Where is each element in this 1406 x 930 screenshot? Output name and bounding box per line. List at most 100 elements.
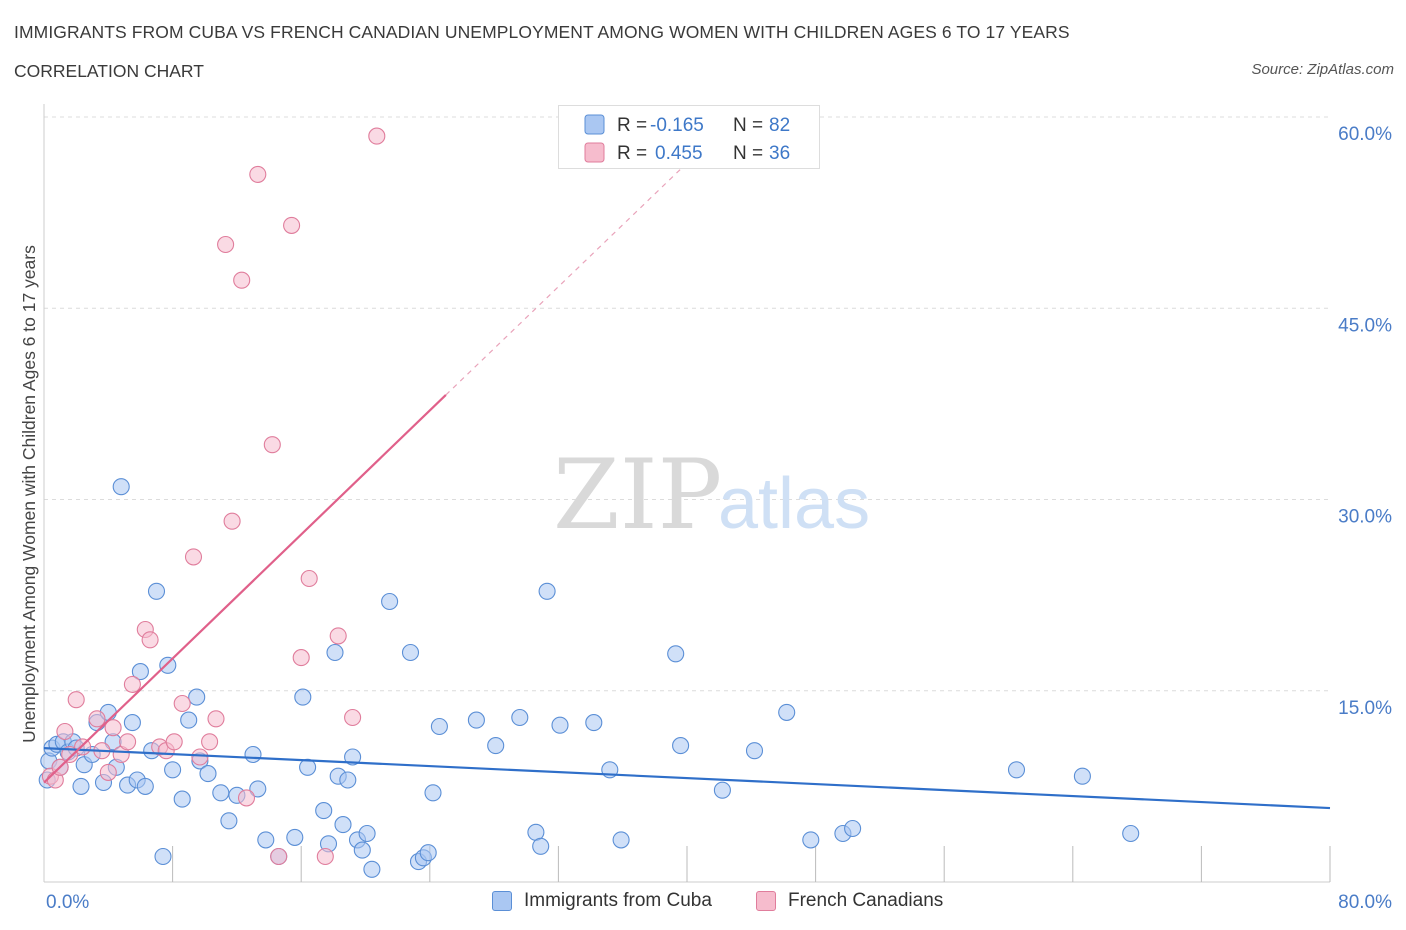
data-point-french-canadians <box>368 127 386 145</box>
data-point-cuba <box>538 582 556 600</box>
data-point-cuba <box>401 643 420 662</box>
legend-n-value-pink: 36 <box>769 143 790 164</box>
watermark-atlas: atlas <box>718 464 870 544</box>
data-point-cuba <box>363 860 381 878</box>
data-point-french-canadians <box>223 512 241 530</box>
data-point-cuba <box>334 816 352 834</box>
x-tick-label-min: 0.0% <box>46 892 89 913</box>
data-point-cuba <box>667 645 685 663</box>
data-point-french-canadians <box>237 789 256 807</box>
data-point-french-canadians <box>141 631 159 649</box>
grid-layer <box>44 116 1330 692</box>
data-point-french-canadians <box>263 436 281 454</box>
legend-r-value-blue: -0.165 <box>650 115 704 136</box>
data-point-french-canadians <box>270 847 288 866</box>
data-point-cuba <box>249 780 267 798</box>
trend-lines-layer <box>43 154 1331 810</box>
data-point-cuba <box>424 784 442 802</box>
data-point-cuba <box>212 784 230 802</box>
data-point-french-canadians <box>300 569 318 588</box>
data-point-cuba <box>164 761 182 779</box>
data-point-cuba <box>159 656 177 674</box>
data-point-french-canadians <box>201 733 219 751</box>
source-label: Source: ZipAtlas.com <box>1251 61 1394 78</box>
data-point-cuba <box>112 478 130 496</box>
data-point-cuba <box>131 663 149 681</box>
data-point-french-canadians <box>104 719 122 737</box>
data-point-cuba <box>315 802 333 820</box>
data-point-cuba <box>419 844 437 862</box>
data-point-french-canadians <box>56 722 74 741</box>
data-point-cuba <box>778 703 796 721</box>
data-point-cuba <box>551 716 569 734</box>
data-point-cuba <box>136 777 154 795</box>
legend-r-label-pink: R = <box>617 143 647 164</box>
data-point-cuba <box>1073 767 1091 785</box>
data-point-french-canadians <box>191 748 209 766</box>
data-point-french-canadians <box>292 649 310 667</box>
trend-line-cuba <box>43 747 1331 810</box>
legend-n-label-blue: N = <box>733 115 763 136</box>
data-point-cuba <box>1122 824 1140 843</box>
data-point-cuba <box>844 819 862 838</box>
data-point-cuba <box>154 847 172 866</box>
data-point-cuba <box>244 745 262 764</box>
legend-swatch-french-canadians <box>756 891 776 911</box>
watermark-zip: ZIP <box>553 439 722 551</box>
chart-title: IMMIGRANTS FROM CUBA VS FRENCH CANADIAN … <box>14 22 1070 42</box>
trend-line-extension-french-canadians <box>445 154 696 396</box>
data-point-cuba <box>326 643 344 662</box>
data-point-french-canadians <box>217 235 235 254</box>
data-point-cuba <box>344 748 362 766</box>
data-point-cuba <box>511 708 529 727</box>
data-point-french-canadians <box>123 675 141 693</box>
axes-layer <box>43 104 1331 883</box>
legend-label-french-canadians: French Canadians <box>788 890 944 911</box>
legend-n-label-pink: N = <box>733 143 763 164</box>
data-point-french-canadians <box>184 548 203 566</box>
legend-n-value-blue: 82 <box>769 115 790 136</box>
data-point-french-canadians <box>119 733 137 751</box>
stats-legend-svg: R = -0.165 N = 82 R = 0.455 N = 36 <box>584 114 790 164</box>
data-point-cuba <box>147 582 166 600</box>
data-point-cuba <box>713 781 731 799</box>
data-point-cuba <box>72 777 90 795</box>
data-point-french-canadians <box>173 694 191 713</box>
data-point-cuba <box>585 714 603 732</box>
data-point-cuba <box>381 592 399 611</box>
data-point-french-canadians <box>165 733 183 751</box>
data-point-cuba <box>199 765 217 783</box>
legend-swatch-cuba <box>492 891 512 911</box>
data-point-cuba <box>286 828 304 846</box>
data-point-french-canadians <box>344 708 362 727</box>
data-point-cuba <box>532 837 550 855</box>
data-point-cuba <box>430 717 448 736</box>
trend-line-french-canadians <box>43 394 447 784</box>
data-point-french-canadians <box>249 165 267 183</box>
y-tick-label: 45.0% <box>1338 315 1392 336</box>
chart-subtitle: CORRELATION CHART <box>14 61 204 81</box>
data-point-french-canadians <box>329 627 347 645</box>
data-point-cuba <box>672 737 690 755</box>
y-tick-label: 60.0% <box>1338 124 1392 145</box>
data-point-cuba <box>257 831 275 849</box>
legend-swatch-pink <box>584 142 605 163</box>
data-point-french-canadians <box>67 691 85 709</box>
watermark: ZIP atlas <box>553 439 870 551</box>
data-point-cuba <box>802 831 820 849</box>
legend-r-value-pink: 0.455 <box>655 143 703 164</box>
data-point-cuba <box>358 824 376 843</box>
points-layer <box>38 127 1140 878</box>
y-tick-label: 30.0% <box>1338 507 1392 528</box>
data-point-french-canadians <box>283 216 301 234</box>
data-point-french-canadians <box>88 710 106 728</box>
legend-label-cuba: Immigrants from Cuba <box>524 890 712 911</box>
data-point-french-canadians <box>207 710 225 728</box>
data-point-cuba <box>745 742 764 760</box>
data-point-cuba <box>123 714 141 732</box>
y-tick-label: 15.0% <box>1338 698 1392 719</box>
data-point-cuba <box>353 841 371 859</box>
stats-legend: R = -0.165 N = 82 R = 0.455 N = 36 <box>558 105 820 169</box>
x-tick-label-max: 80.0% <box>1338 892 1392 913</box>
